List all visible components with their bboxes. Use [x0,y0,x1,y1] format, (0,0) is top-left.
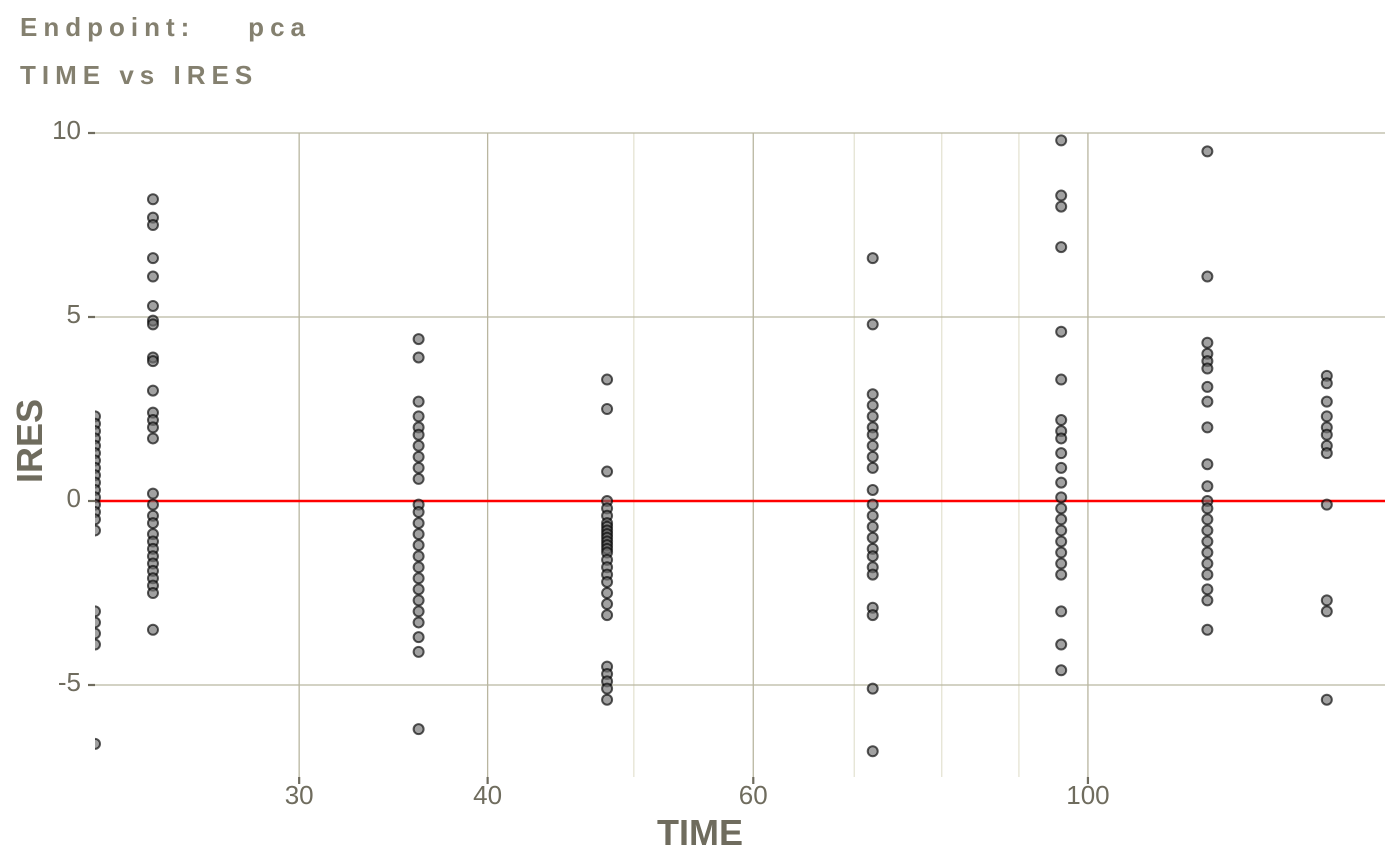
svg-text:30: 30 [285,780,314,810]
svg-text:100: 100 [1066,780,1109,810]
svg-text:40: 40 [473,780,502,810]
svg-text:0: 0 [67,483,81,513]
svg-text:-5: -5 [58,667,81,697]
svg-text:10: 10 [52,115,81,145]
svg-text:5: 5 [67,299,81,329]
svg-text:60: 60 [739,780,768,810]
